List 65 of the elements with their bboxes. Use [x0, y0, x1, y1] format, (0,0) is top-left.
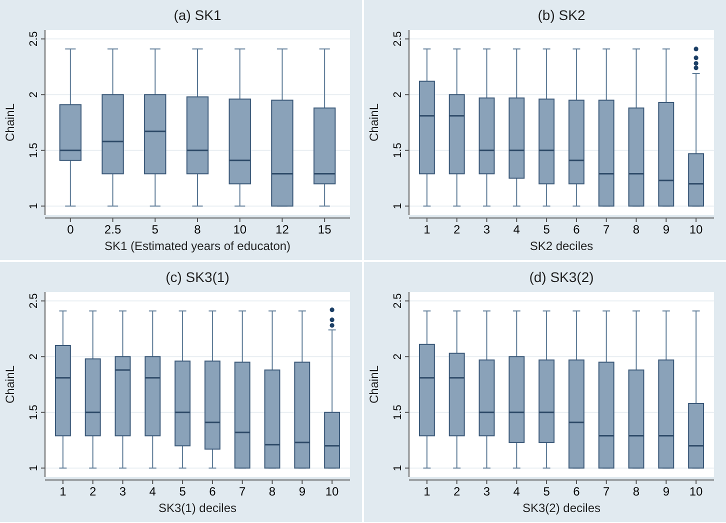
y-tick-label: 1	[28, 465, 40, 472]
x-tick-label: 10	[233, 222, 247, 237]
y-axis-title: ChainL	[3, 365, 17, 404]
x-tick-label: 1	[424, 484, 431, 499]
y-tick-label: 2	[28, 354, 40, 360]
x-tick-label: 7	[603, 484, 610, 499]
y-tick-label: 2	[392, 92, 404, 98]
y-tick-label: 1.5	[392, 142, 404, 158]
x-tick-label: 5	[543, 222, 550, 237]
x-tick-label: 0	[67, 222, 74, 237]
x-tick-label: 7	[603, 222, 610, 237]
x-tick-label: 6	[573, 484, 580, 499]
x-tick-label: 15	[318, 222, 332, 237]
chart-title: (d) SK3(2)	[529, 269, 594, 285]
x-tick-label: 10	[689, 222, 704, 237]
x-tick-label: 3	[119, 484, 126, 499]
x-tick-label: 12	[276, 222, 290, 237]
y-tick-label: 1	[392, 203, 404, 210]
x-tick-label: 9	[662, 222, 670, 237]
y-tick-label: 1	[392, 465, 404, 472]
x-tick-label: 5	[543, 484, 550, 499]
x-tick-label: 9	[662, 484, 670, 499]
x-tick-label: 1	[424, 222, 431, 237]
x-tick-label: 2	[90, 484, 96, 499]
x-tick-label: 3	[483, 484, 490, 499]
x-axis-title: SK2 deciles	[530, 239, 594, 253]
x-tick-label: 4	[513, 222, 520, 237]
x-tick-label: 2	[454, 222, 460, 237]
x-tick-label: 6	[209, 484, 216, 499]
x-axis-title: SK3(1) deciles	[158, 501, 237, 515]
x-tick-label: 9	[298, 484, 306, 499]
x-axis-title: SK1 (Estimated years of educaton)	[104, 239, 291, 253]
chart-title: (b) SK2	[538, 7, 586, 23]
y-tick-label: 2	[392, 354, 404, 360]
y-tick-label: 1	[28, 203, 40, 210]
x-tick-label: 8	[632, 222, 640, 237]
x-tick-label: 4	[513, 484, 520, 499]
y-tick-label: 2	[28, 92, 40, 98]
y-tick-label: 1.5	[28, 142, 40, 158]
x-tick-label: 3	[483, 222, 490, 237]
x-tick-label: 8	[268, 484, 276, 499]
x-tick-label: 5	[179, 484, 186, 499]
y-tick-label: 2.5	[28, 31, 40, 47]
x-tick-label: 10	[689, 484, 704, 499]
x-tick-label: 2.5	[104, 222, 122, 237]
chart-title: (a) SK1	[174, 7, 222, 23]
chart-title: (c) SK3(1)	[166, 269, 230, 285]
x-tick-label: 7	[239, 484, 246, 499]
x-tick-label: 4	[149, 484, 156, 499]
x-tick-label: 6	[573, 222, 580, 237]
x-tick-label: 8	[194, 222, 202, 237]
y-axis-title: ChainL	[367, 365, 381, 404]
y-tick-label: 1.5	[28, 404, 40, 420]
y-tick-label: 2.5	[392, 293, 404, 309]
y-tick-label: 2.5	[28, 293, 40, 309]
x-tick-label: 10	[325, 484, 340, 499]
x-tick-label: 8	[632, 484, 640, 499]
x-tick-label: 1	[60, 484, 67, 499]
x-tick-label: 2	[454, 484, 460, 499]
y-tick-label: 2.5	[392, 31, 404, 47]
x-tick-label: 5	[152, 222, 159, 237]
y-axis-title: ChainL	[367, 103, 381, 142]
y-tick-label: 1.5	[392, 404, 404, 420]
x-axis-title: SK3(2) deciles	[522, 501, 601, 515]
y-axis-title: ChainL	[3, 103, 17, 142]
